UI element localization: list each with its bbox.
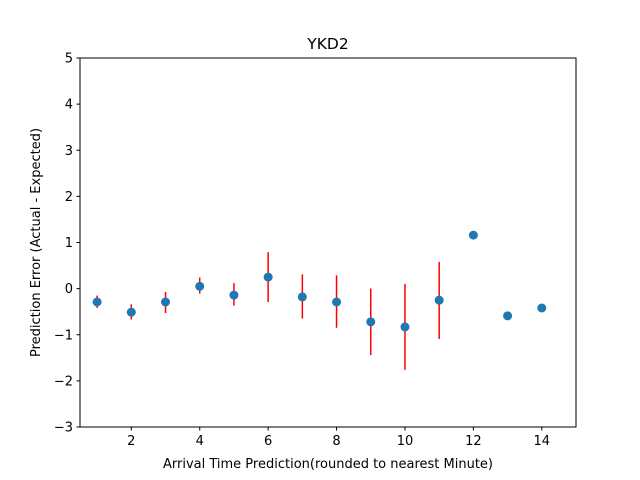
x-axis-ticks: 2 4 6 8 10 12 14 xyxy=(127,427,550,449)
data-point xyxy=(400,322,410,332)
data-point xyxy=(366,317,376,327)
y-tick-label: 0 xyxy=(65,282,73,297)
x-tick-label: 2 xyxy=(127,434,135,449)
x-tick-label: 10 xyxy=(397,434,414,449)
data-point xyxy=(537,303,547,313)
chart-title: YKD2 xyxy=(306,35,348,53)
x-tick-label: 14 xyxy=(534,434,551,449)
y-axis-label: Prediction Error (Actual - Expected) xyxy=(29,128,44,357)
markers-layer xyxy=(92,230,547,332)
y-tick-label: 4 xyxy=(65,98,73,113)
data-point xyxy=(332,297,342,307)
y-tick-label: −3 xyxy=(54,421,73,436)
x-tick-label: 8 xyxy=(332,434,340,449)
x-tick-label: 12 xyxy=(465,434,482,449)
data-point xyxy=(126,307,136,317)
x-tick-label: 4 xyxy=(196,434,204,449)
data-point xyxy=(468,230,478,240)
y-tick-label: 3 xyxy=(65,144,73,159)
y-tick-label: 2 xyxy=(65,190,73,205)
data-point xyxy=(229,290,239,300)
y-tick-label: −2 xyxy=(54,374,73,389)
data-point xyxy=(195,281,205,291)
y-axis-ticks: −3 −2 −1 0 1 2 3 4 5 xyxy=(54,52,80,436)
y-tick-label: −1 xyxy=(54,328,73,343)
x-axis-label: Arrival Time Prediction(rounded to neare… xyxy=(163,457,493,472)
data-point xyxy=(92,297,102,307)
data-point xyxy=(503,311,513,321)
data-point xyxy=(434,295,444,305)
x-tick-label: 6 xyxy=(264,434,272,449)
data-point xyxy=(161,297,171,307)
data-point xyxy=(297,292,307,302)
y-tick-label: 1 xyxy=(65,236,73,251)
data-point xyxy=(263,272,273,282)
y-tick-label: 5 xyxy=(65,52,73,67)
plot-area xyxy=(80,58,576,427)
